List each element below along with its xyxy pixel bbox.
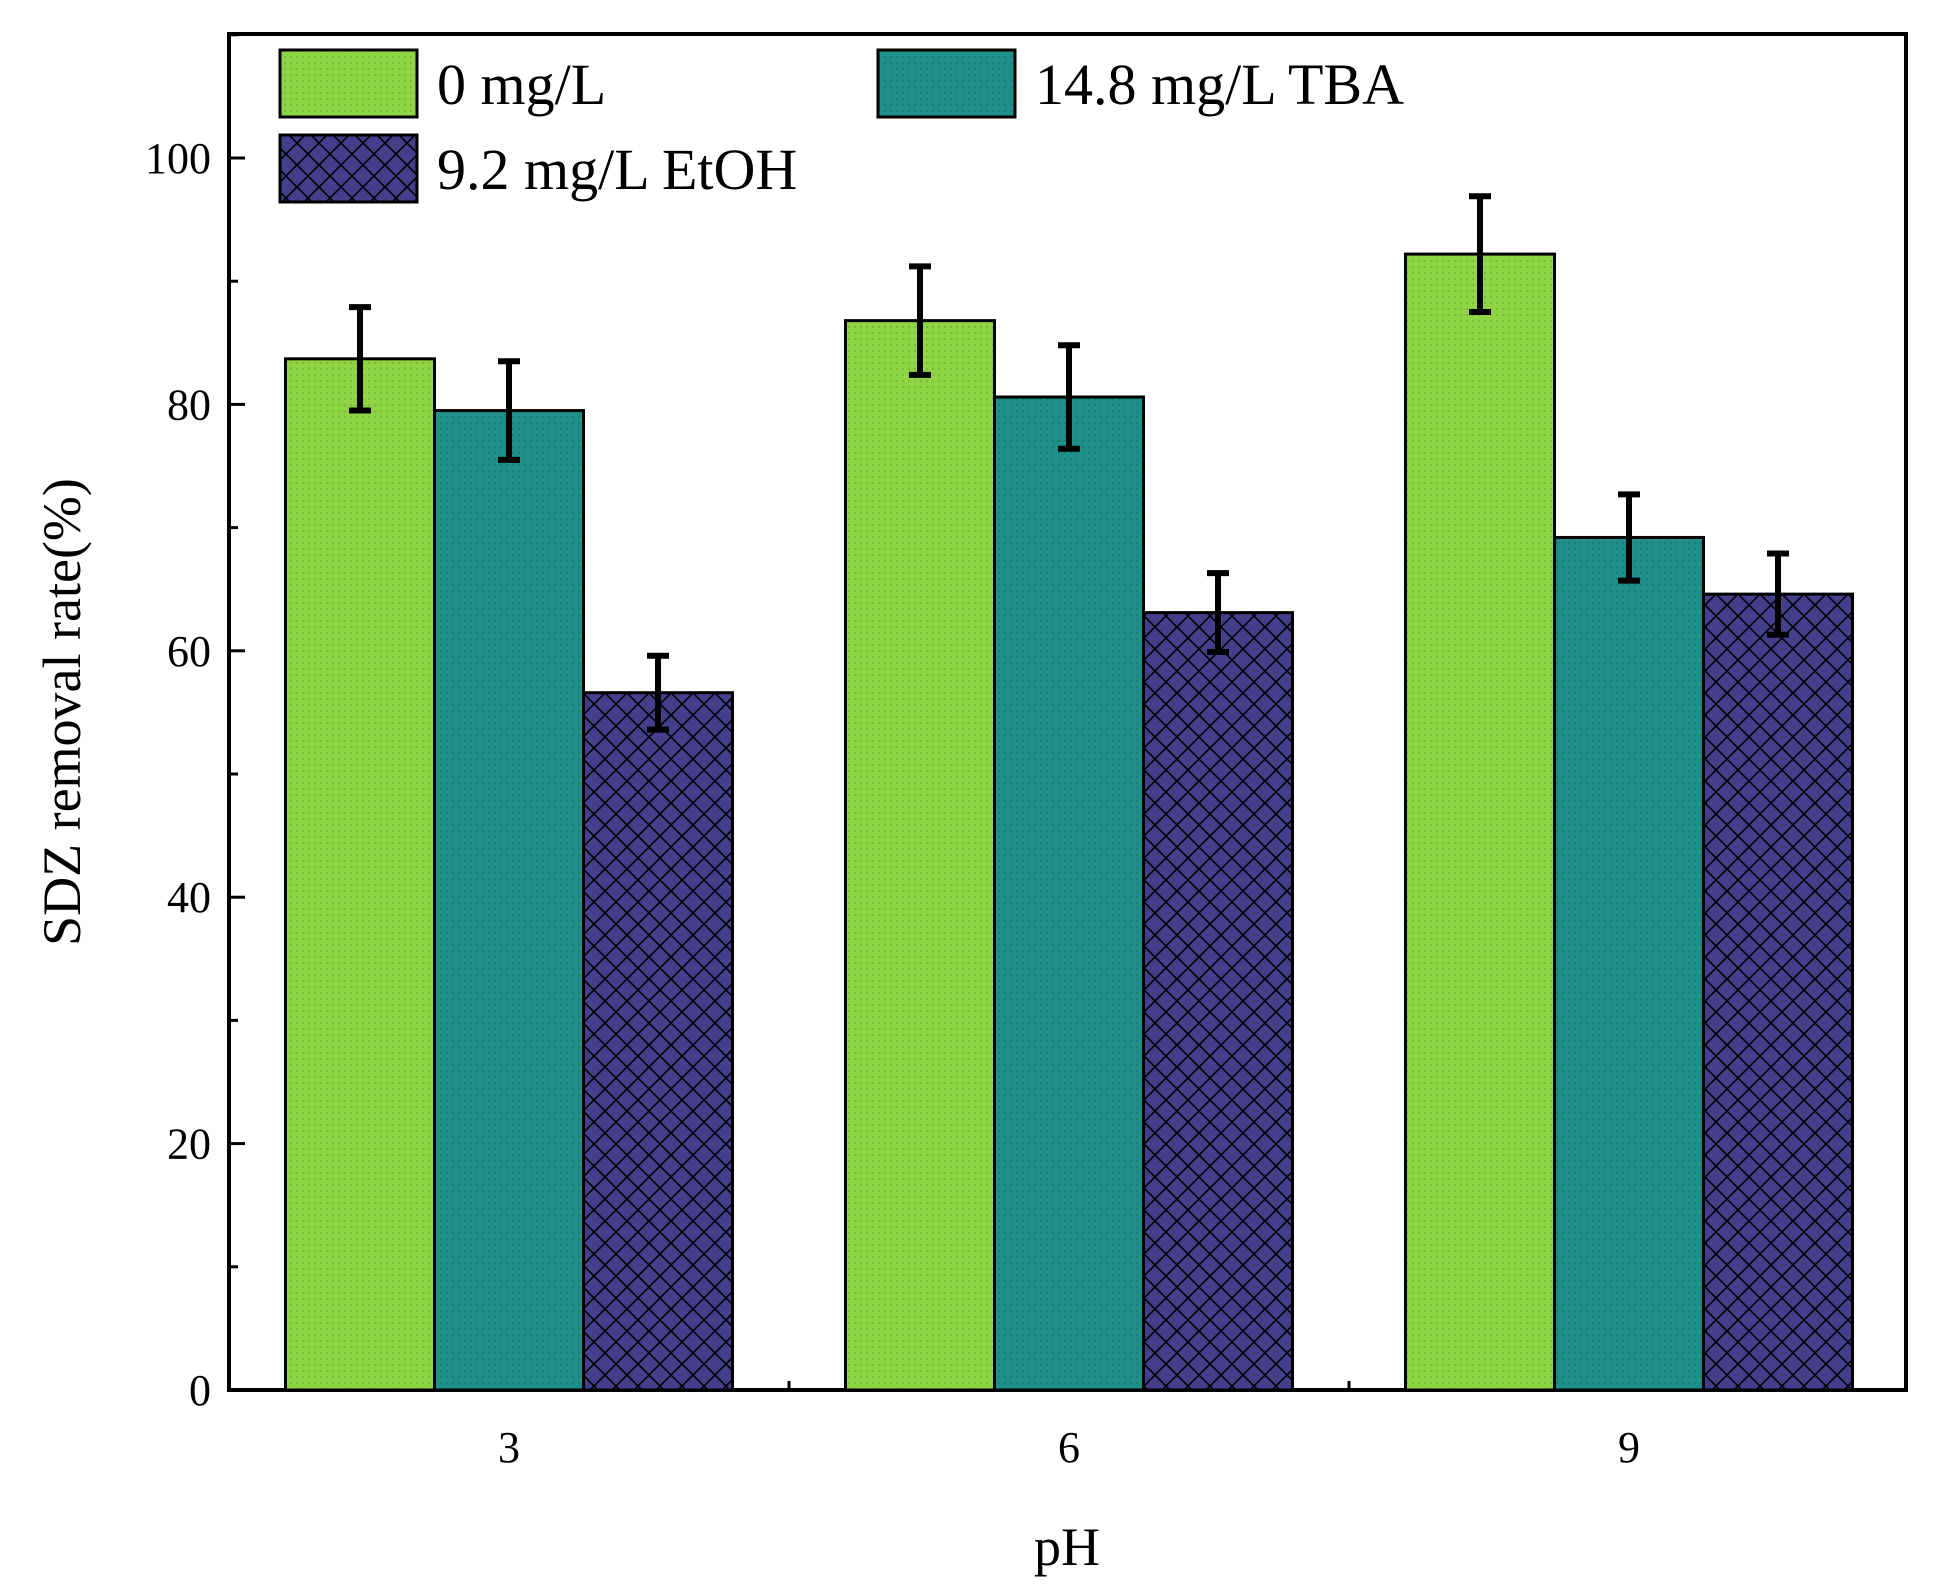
legend-label: 14.8 mg/L TBA — [1035, 52, 1404, 117]
bar-series-group — [284, 252, 1854, 1392]
x-tick-label: 6 — [1058, 1423, 1080, 1472]
error-bar-group — [349, 193, 1789, 733]
y-tick-label: 60 — [167, 627, 211, 676]
legend-swatch — [278, 133, 419, 204]
y-tick-label: 80 — [167, 380, 211, 429]
bar — [284, 357, 436, 1392]
legend-swatch — [278, 48, 419, 119]
y-tick-label: 40 — [167, 873, 211, 922]
y-tick-label: 0 — [189, 1366, 211, 1415]
bar — [1142, 611, 1294, 1392]
y-tick-label: 20 — [167, 1120, 211, 1169]
legend-label: 9.2 mg/L EtOH — [437, 137, 797, 202]
bar — [1702, 592, 1854, 1392]
bar — [1404, 252, 1556, 1392]
y-axis-title: SDZ removal rate(%) — [32, 478, 92, 946]
bar — [582, 691, 734, 1392]
bar — [433, 409, 585, 1392]
x-tick-label: 3 — [498, 1423, 520, 1472]
x-axis-title: pH — [1034, 1517, 1100, 1577]
x-tick-label: 9 — [1618, 1423, 1640, 1472]
legend: 0 mg/L 14.8 mg/L TBA 9.2 mg/L EtOH — [278, 48, 1404, 204]
legend-label: 0 mg/L — [437, 52, 606, 117]
y-tick-label: 100 — [145, 134, 211, 183]
legend-swatch — [876, 48, 1017, 119]
bar — [844, 319, 996, 1392]
bar — [1553, 535, 1705, 1392]
y-axis-ticks: 0 20 40 60 80 100 — [145, 33, 245, 1415]
bar — [993, 395, 1145, 1392]
